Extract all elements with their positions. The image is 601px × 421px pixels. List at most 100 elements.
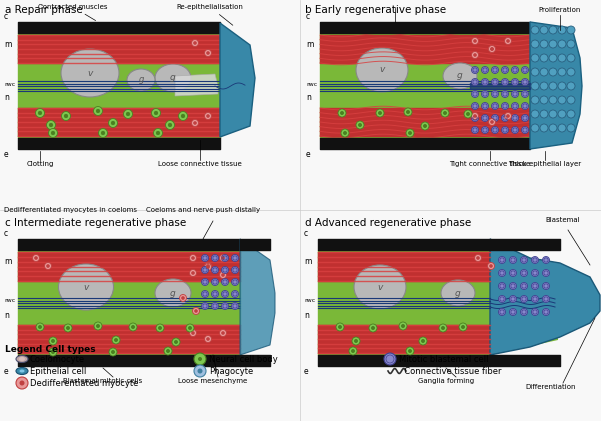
Circle shape bbox=[540, 124, 548, 132]
Circle shape bbox=[421, 122, 429, 130]
Circle shape bbox=[379, 112, 382, 115]
Circle shape bbox=[207, 338, 209, 340]
Circle shape bbox=[204, 50, 212, 56]
Text: Proliferation: Proliferation bbox=[539, 7, 581, 13]
Circle shape bbox=[511, 102, 519, 109]
Circle shape bbox=[406, 347, 414, 355]
Circle shape bbox=[567, 54, 575, 62]
Circle shape bbox=[204, 112, 212, 120]
Circle shape bbox=[487, 263, 495, 269]
Circle shape bbox=[504, 112, 511, 120]
Circle shape bbox=[531, 26, 539, 34]
Circle shape bbox=[194, 122, 197, 124]
Circle shape bbox=[231, 303, 239, 309]
Circle shape bbox=[194, 365, 206, 377]
Circle shape bbox=[472, 51, 478, 59]
Circle shape bbox=[192, 120, 198, 126]
Circle shape bbox=[510, 309, 516, 315]
Circle shape bbox=[567, 40, 575, 48]
Circle shape bbox=[474, 115, 477, 117]
Circle shape bbox=[341, 129, 349, 137]
Circle shape bbox=[409, 349, 412, 352]
Polygon shape bbox=[490, 239, 600, 355]
Circle shape bbox=[201, 266, 209, 274]
Circle shape bbox=[462, 325, 465, 328]
Circle shape bbox=[376, 109, 384, 117]
Text: c: c bbox=[306, 12, 310, 21]
Circle shape bbox=[38, 325, 41, 328]
Circle shape bbox=[99, 128, 108, 138]
Circle shape bbox=[358, 123, 362, 127]
Circle shape bbox=[109, 118, 118, 128]
Circle shape bbox=[481, 126, 489, 133]
Circle shape bbox=[51, 131, 55, 135]
Circle shape bbox=[531, 124, 539, 132]
Circle shape bbox=[64, 114, 68, 118]
Circle shape bbox=[112, 336, 120, 344]
Circle shape bbox=[522, 102, 528, 109]
Text: g: g bbox=[457, 72, 463, 80]
Circle shape bbox=[540, 96, 548, 104]
Circle shape bbox=[97, 325, 100, 328]
Ellipse shape bbox=[356, 48, 408, 92]
Circle shape bbox=[207, 265, 209, 267]
Circle shape bbox=[492, 126, 498, 133]
Text: n: n bbox=[4, 93, 9, 102]
Circle shape bbox=[558, 96, 566, 104]
Circle shape bbox=[567, 110, 575, 118]
Circle shape bbox=[540, 54, 548, 62]
Circle shape bbox=[207, 266, 209, 268]
Circle shape bbox=[159, 326, 162, 330]
Circle shape bbox=[501, 91, 508, 98]
Circle shape bbox=[111, 121, 115, 125]
Circle shape bbox=[439, 324, 447, 332]
Circle shape bbox=[558, 54, 566, 62]
Circle shape bbox=[492, 115, 498, 122]
Circle shape bbox=[186, 324, 194, 332]
Circle shape bbox=[212, 255, 219, 261]
Circle shape bbox=[531, 282, 538, 290]
Circle shape bbox=[531, 309, 538, 315]
Circle shape bbox=[201, 255, 209, 261]
Circle shape bbox=[474, 40, 477, 43]
Circle shape bbox=[180, 295, 186, 301]
Text: Coeloms and nerve push distally: Coeloms and nerve push distally bbox=[146, 207, 260, 213]
Circle shape bbox=[222, 332, 224, 334]
Circle shape bbox=[204, 336, 212, 343]
Polygon shape bbox=[220, 23, 255, 137]
Text: c: c bbox=[4, 229, 8, 238]
Text: g: g bbox=[170, 288, 176, 298]
Text: c: c bbox=[4, 12, 8, 21]
Circle shape bbox=[567, 124, 575, 132]
Circle shape bbox=[492, 91, 498, 98]
Circle shape bbox=[558, 26, 566, 34]
Circle shape bbox=[35, 257, 37, 259]
Circle shape bbox=[19, 381, 25, 386]
Circle shape bbox=[511, 91, 519, 98]
Circle shape bbox=[222, 303, 228, 309]
Circle shape bbox=[531, 40, 539, 48]
Circle shape bbox=[219, 255, 227, 261]
Circle shape bbox=[194, 42, 197, 44]
Circle shape bbox=[222, 255, 228, 261]
Circle shape bbox=[111, 350, 115, 354]
Circle shape bbox=[156, 324, 164, 332]
Circle shape bbox=[531, 110, 539, 118]
Circle shape bbox=[520, 256, 528, 264]
Text: e: e bbox=[4, 150, 8, 159]
Circle shape bbox=[481, 67, 489, 74]
Circle shape bbox=[67, 326, 70, 330]
Circle shape bbox=[369, 324, 377, 332]
Circle shape bbox=[444, 112, 447, 115]
Circle shape bbox=[567, 68, 575, 76]
Circle shape bbox=[490, 48, 493, 51]
Text: b Early regenerative phase: b Early regenerative phase bbox=[305, 5, 446, 15]
Circle shape bbox=[490, 265, 492, 267]
Circle shape bbox=[520, 296, 528, 303]
Circle shape bbox=[540, 40, 548, 48]
Circle shape bbox=[472, 37, 478, 45]
Polygon shape bbox=[530, 22, 582, 149]
Circle shape bbox=[204, 263, 212, 269]
Circle shape bbox=[531, 96, 539, 104]
Circle shape bbox=[49, 123, 53, 127]
